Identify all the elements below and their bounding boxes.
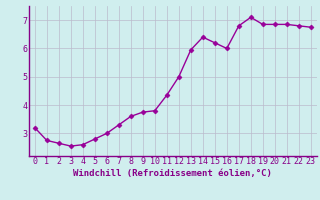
X-axis label: Windchill (Refroidissement éolien,°C): Windchill (Refroidissement éolien,°C) (73, 169, 272, 178)
